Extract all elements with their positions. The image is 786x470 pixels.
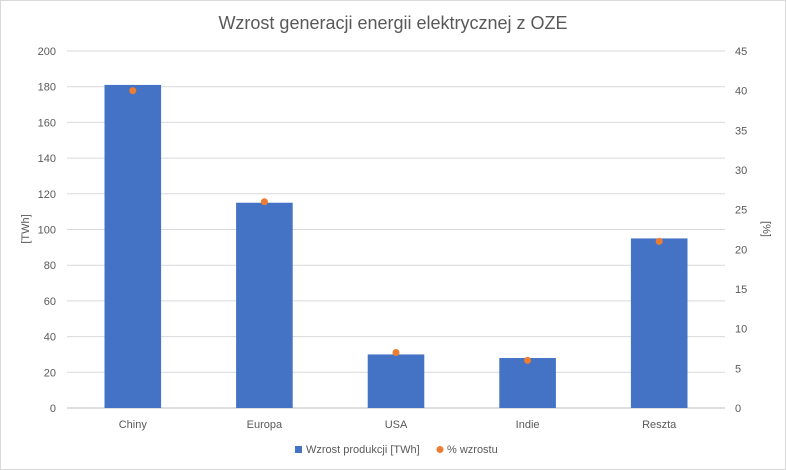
bar — [630, 238, 688, 408]
bar-series — [104, 84, 688, 408]
right-axis-tick-label: 5 — [735, 363, 741, 375]
bar — [499, 358, 556, 408]
category-tick-label: USA — [385, 419, 408, 431]
right-axis-tick-label: 20 — [735, 244, 747, 256]
category-tick-label: Indie — [516, 419, 540, 431]
left-axis-tick-label: 60 — [44, 296, 56, 308]
left-axis-title: [TWh] — [20, 214, 32, 243]
bar — [236, 202, 293, 408]
right-axis-title: [%] — [760, 221, 772, 237]
bar — [367, 354, 425, 408]
legend: Wzrost produkcji [TWh] % wzrostu — [295, 444, 498, 456]
legend-bar-swatch — [295, 446, 302, 453]
right-axis-tick-label: 45 — [735, 46, 747, 58]
data-point — [655, 237, 663, 245]
left-axis-tick-label: 40 — [44, 332, 56, 344]
left-axis-tick-label: 200 — [38, 46, 56, 58]
left-axis-tick-label: 140 — [38, 153, 56, 165]
bar — [104, 84, 162, 408]
right-axis-tick-label: 30 — [735, 165, 747, 177]
gridlines — [67, 50, 725, 409]
left-axis-tick-label: 120 — [38, 189, 56, 201]
right-axis-tick-label: 40 — [735, 86, 747, 98]
chart-title: Wzrost generacji energii elektrycznej z … — [218, 13, 567, 33]
point-series — [129, 87, 663, 364]
right-axis-tick-label: 25 — [735, 205, 747, 217]
left-axis-tick-label: 20 — [44, 367, 56, 379]
right-axis-tick-label: 10 — [735, 324, 747, 336]
category-tick-label: Reszta — [642, 419, 677, 431]
category-axis-ticks: Chiny Europa USA Indie Reszta — [119, 419, 677, 431]
left-axis-tick-label: 160 — [38, 117, 56, 129]
data-point — [524, 356, 532, 364]
right-axis-tick-label: 0 — [735, 403, 741, 415]
left-axis-tick-label: 0 — [50, 403, 56, 415]
data-point — [129, 87, 137, 95]
left-axis-tick-label: 100 — [38, 225, 56, 237]
legend-point-swatch — [436, 446, 444, 453]
right-axis-tick-label: 35 — [735, 125, 747, 137]
right-axis-tick-label: 15 — [735, 284, 747, 296]
right-axis-ticks: 0 5 10 15 20 25 30 35 40 45 — [735, 46, 747, 415]
category-tick-label: Chiny — [119, 419, 148, 431]
data-point — [392, 348, 400, 356]
legend-point-label: % wzrostu — [447, 444, 498, 456]
left-axis-ticks: 0 20 40 60 80 100 120 140 160 180 200 — [38, 46, 56, 415]
left-axis-tick-label: 80 — [44, 260, 56, 272]
data-point — [260, 198, 268, 206]
left-axis-tick-label: 180 — [38, 82, 56, 94]
category-tick-label: Europa — [247, 419, 283, 431]
legend-bar-label: Wzrost produkcji [TWh] — [306, 444, 420, 456]
